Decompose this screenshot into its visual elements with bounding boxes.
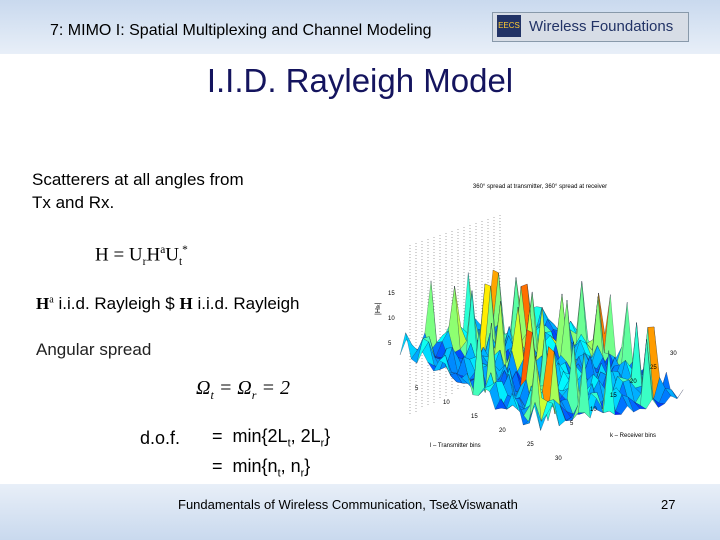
- eq-part: t: [179, 256, 183, 269]
- eq-part: min{n: [232, 456, 278, 476]
- dof-line: = min{nt, nr}: [212, 456, 310, 480]
- eq-part: t: [277, 467, 281, 480]
- eq-part: a: [160, 244, 166, 256]
- eq-part: H: [146, 244, 161, 266]
- k-tick-label: 20: [630, 379, 637, 385]
- eq-part: = 2: [256, 377, 290, 399]
- eq-part: U: [165, 244, 179, 266]
- eq-part: r: [251, 388, 257, 402]
- eq-part: H: [36, 294, 50, 313]
- header-title: 7: MIMO I: Spatial Multiplexing and Chan…: [50, 22, 432, 39]
- l-tick-label: 25: [527, 442, 534, 448]
- z-label-part: lk: [376, 304, 382, 308]
- footer-bar: [0, 484, 720, 540]
- dof-label: d.o.f.: [140, 428, 181, 448]
- eq-part: }: [324, 426, 331, 446]
- angular-spread-label: Angular spread: [36, 340, 152, 359]
- eq-part: = Ω: [213, 377, 252, 399]
- l-tick-label: 5: [415, 386, 419, 392]
- l-tick-label: 10: [443, 400, 450, 406]
- z-tick-label: 15: [388, 291, 395, 297]
- k-tick-label: 30: [670, 351, 677, 357]
- eq-part: , 2L: [290, 426, 321, 446]
- z-tick-label: 10: [388, 316, 395, 322]
- eq-part: r: [320, 437, 325, 450]
- k-tick-label: 15: [610, 393, 617, 399]
- eq-part: =: [212, 426, 223, 446]
- surface-patch: [620, 302, 633, 371]
- logo: EECS Wireless Foundations: [492, 12, 689, 42]
- k-tick-label: 25: [650, 365, 657, 371]
- eq-part: , n: [280, 456, 301, 476]
- surface-patch: [528, 402, 541, 431]
- eq-part: i.i.d. Rayleigh $: [58, 294, 175, 313]
- eq-part: Ω: [196, 377, 211, 399]
- surface-figure: 360° spread at transmitter, 360° spread …: [375, 184, 684, 462]
- z-tick-label: 5: [388, 341, 392, 347]
- l-tick-label: 30: [555, 456, 562, 462]
- z-label-part: |: [375, 303, 382, 305]
- l-tick-label: 15: [471, 414, 478, 420]
- equivalence: Ha i.i.d. Rayleigh $ H i.i.d. Rayleigh: [36, 294, 300, 314]
- axis-label: k – Receiver bins: [610, 433, 656, 439]
- angular-spread: Ωt = Ωr = 2: [196, 377, 290, 403]
- z-label-part: |H: [375, 308, 382, 315]
- slide-title: I.I.D. Rayleigh Model: [206, 62, 514, 99]
- page-number: 27: [661, 497, 676, 512]
- z-label: |Hlk|: [375, 303, 382, 316]
- eq-part: H = U: [95, 244, 143, 266]
- eq-part: i.i.d. Rayleigh: [197, 294, 300, 313]
- equation: H = UrHaUt*: [95, 244, 188, 268]
- eq-part: }: [304, 456, 311, 476]
- eq-part: t: [210, 388, 214, 402]
- eq-part: H: [179, 294, 193, 313]
- eq-part: *: [182, 244, 188, 256]
- k-tick-label: 10: [590, 407, 597, 413]
- eq-part: r: [300, 467, 305, 480]
- k-tick-label: 5: [570, 421, 574, 427]
- footer-citation: Fundamentals of Wireless Communication, …: [178, 497, 518, 512]
- intro-line: Tx and Rx.: [32, 193, 115, 212]
- l-tick-label: 20: [499, 428, 506, 434]
- logo-text: Wireless Foundations: [529, 18, 674, 35]
- eq-part: a: [49, 294, 54, 306]
- eq-part: =: [212, 456, 223, 476]
- eq-part: r: [142, 256, 147, 269]
- axis-label: l – Transmitter bins: [430, 443, 481, 449]
- eq-part: min{2L: [232, 426, 288, 446]
- dof-line: = min{2Lt, 2Lr}: [212, 426, 330, 450]
- eq-part: t: [287, 437, 291, 450]
- intro-line: Scatterers at all angles from: [32, 170, 244, 189]
- logo-mark: EECS: [497, 15, 521, 37]
- figure-title: 360° spread at transmitter, 360° spread …: [473, 184, 607, 190]
